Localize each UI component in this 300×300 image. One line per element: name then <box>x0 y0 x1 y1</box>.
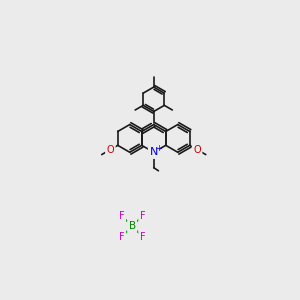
Text: F: F <box>119 211 125 221</box>
Text: F: F <box>119 232 125 242</box>
Text: B: B <box>129 221 136 231</box>
Text: +: + <box>155 144 162 153</box>
Text: N: N <box>150 147 158 157</box>
Text: O: O <box>193 145 201 154</box>
Text: F: F <box>140 211 145 221</box>
Text: O: O <box>106 145 114 154</box>
Text: F: F <box>140 232 145 242</box>
